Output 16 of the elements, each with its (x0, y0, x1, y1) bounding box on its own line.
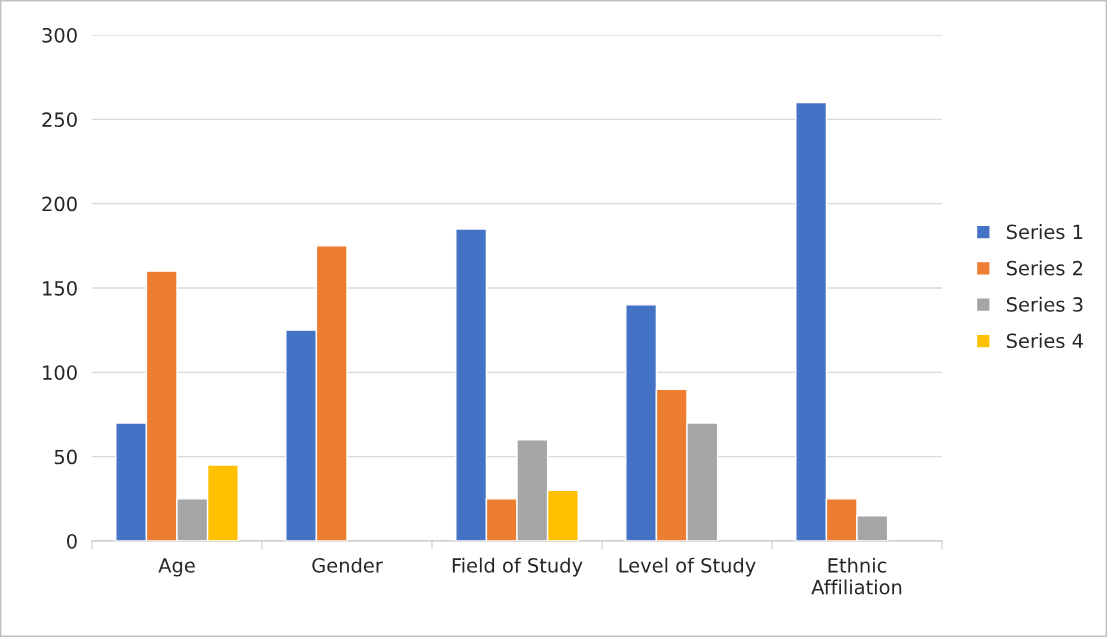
y-tick-label: 300 (42, 27, 77, 43)
x-tick-label: Age (158, 558, 195, 577)
legend-label: Series 1 (1006, 224, 1083, 240)
legend-label: Series 3 (1006, 296, 1083, 312)
y-tick-label: 150 (43, 280, 77, 296)
x-tick-label: Field of Study (452, 557, 583, 577)
x-tick-label: Gender (312, 557, 383, 573)
y-tick-label: 0 (67, 533, 77, 549)
x-tick-label: Ethnic Affiliation (811, 557, 902, 595)
legend-label: Series 4 (1006, 333, 1083, 349)
y-tick-label: 100 (43, 365, 77, 380)
x-tick-label: Level of Study (619, 557, 756, 577)
y-tick-label: 50 (54, 449, 77, 465)
y-tick-label: 250 (42, 112, 77, 127)
y-tick-label: 200 (42, 196, 77, 212)
legend-label: Series 2 (1006, 260, 1083, 276)
